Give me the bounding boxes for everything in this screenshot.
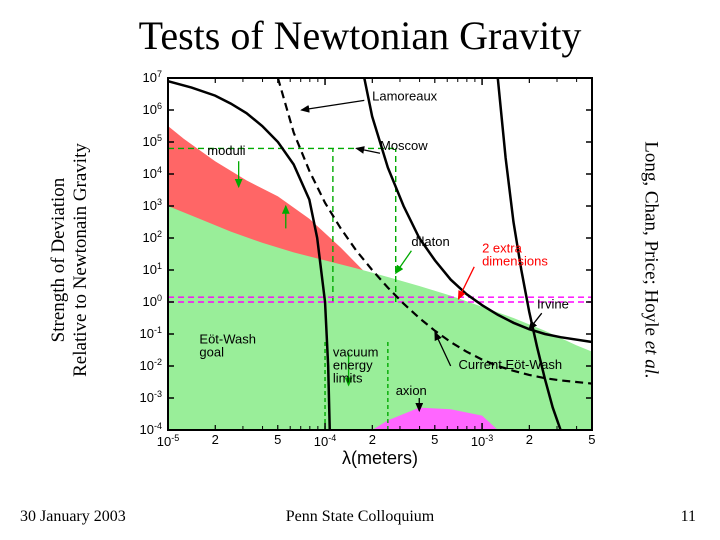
citation-italic: et al. <box>640 341 661 379</box>
annot-vac: limits <box>333 370 363 385</box>
xtick-minor-label: 5 <box>274 432 281 447</box>
exclusion-chart: LamoreauxCurrent Eöt-WashIrvineEöt-Washg… <box>120 70 600 470</box>
xtick-label: 10-4 <box>314 433 336 449</box>
xtick-minor-label: 5 <box>431 432 438 447</box>
ytick-label: 10-2 <box>140 357 162 373</box>
xtick-label: 10-5 <box>157 433 179 449</box>
ytick-label: 100 <box>143 293 162 309</box>
page-title: Tests of Newtonian Gravity <box>0 12 720 59</box>
annot-dilaton: dilaton <box>411 234 449 249</box>
ytick-label: 10-3 <box>140 389 162 405</box>
y-axis-label-line2: Relative to Newtonain Gravity <box>70 143 91 377</box>
label-lamoreaux: Lamoreaux <box>372 88 438 103</box>
annot-axion: axion <box>396 383 427 398</box>
ytick-label: 106 <box>143 101 162 117</box>
annot-two-extra: dimensions <box>482 253 548 268</box>
citation-label: Long, Chan, Price; Hoyle et al. <box>639 141 661 378</box>
y-axis-label-line1: Strength of Deviation <box>48 178 69 343</box>
footer-page: 11 <box>681 508 696 526</box>
ytick-label: 101 <box>143 261 162 277</box>
footer-venue: Penn State Colloquium <box>0 508 720 526</box>
annot-moscow: Moscow <box>380 138 428 153</box>
ytick-label: 104 <box>143 165 162 181</box>
xtick-minor-label: 5 <box>588 432 595 447</box>
xtick-minor-label: 2 <box>212 432 219 447</box>
xtick-minor-label: 2 <box>526 432 533 447</box>
label-eot-wash-goal: goal <box>199 345 224 360</box>
ytick-label: 107 <box>143 70 162 85</box>
ytick-label: 105 <box>143 133 162 149</box>
xtick-minor-label: 2 <box>369 432 376 447</box>
label-irvine: Irvine <box>537 296 569 311</box>
ytick-label: 10-1 <box>140 325 162 341</box>
x-axis-label: λ(meters) <box>342 448 418 468</box>
ytick-label: 103 <box>143 197 162 213</box>
citation-plain: Long, Chan, Price; Hoyle <box>640 141 661 340</box>
ytick-label: 102 <box>143 229 162 245</box>
label-current-eot-wash: Current Eöt-Wash <box>459 357 563 372</box>
y-axis-label: Strength of Deviation Relative to Newton… <box>48 143 92 377</box>
slide: Tests of Newtonian Gravity Strength of D… <box>0 0 720 540</box>
annot-moduli: moduli <box>207 143 245 158</box>
xtick-label: 10-3 <box>471 433 493 449</box>
chart-container: LamoreauxCurrent Eöt-WashIrvineEöt-Washg… <box>120 70 600 470</box>
